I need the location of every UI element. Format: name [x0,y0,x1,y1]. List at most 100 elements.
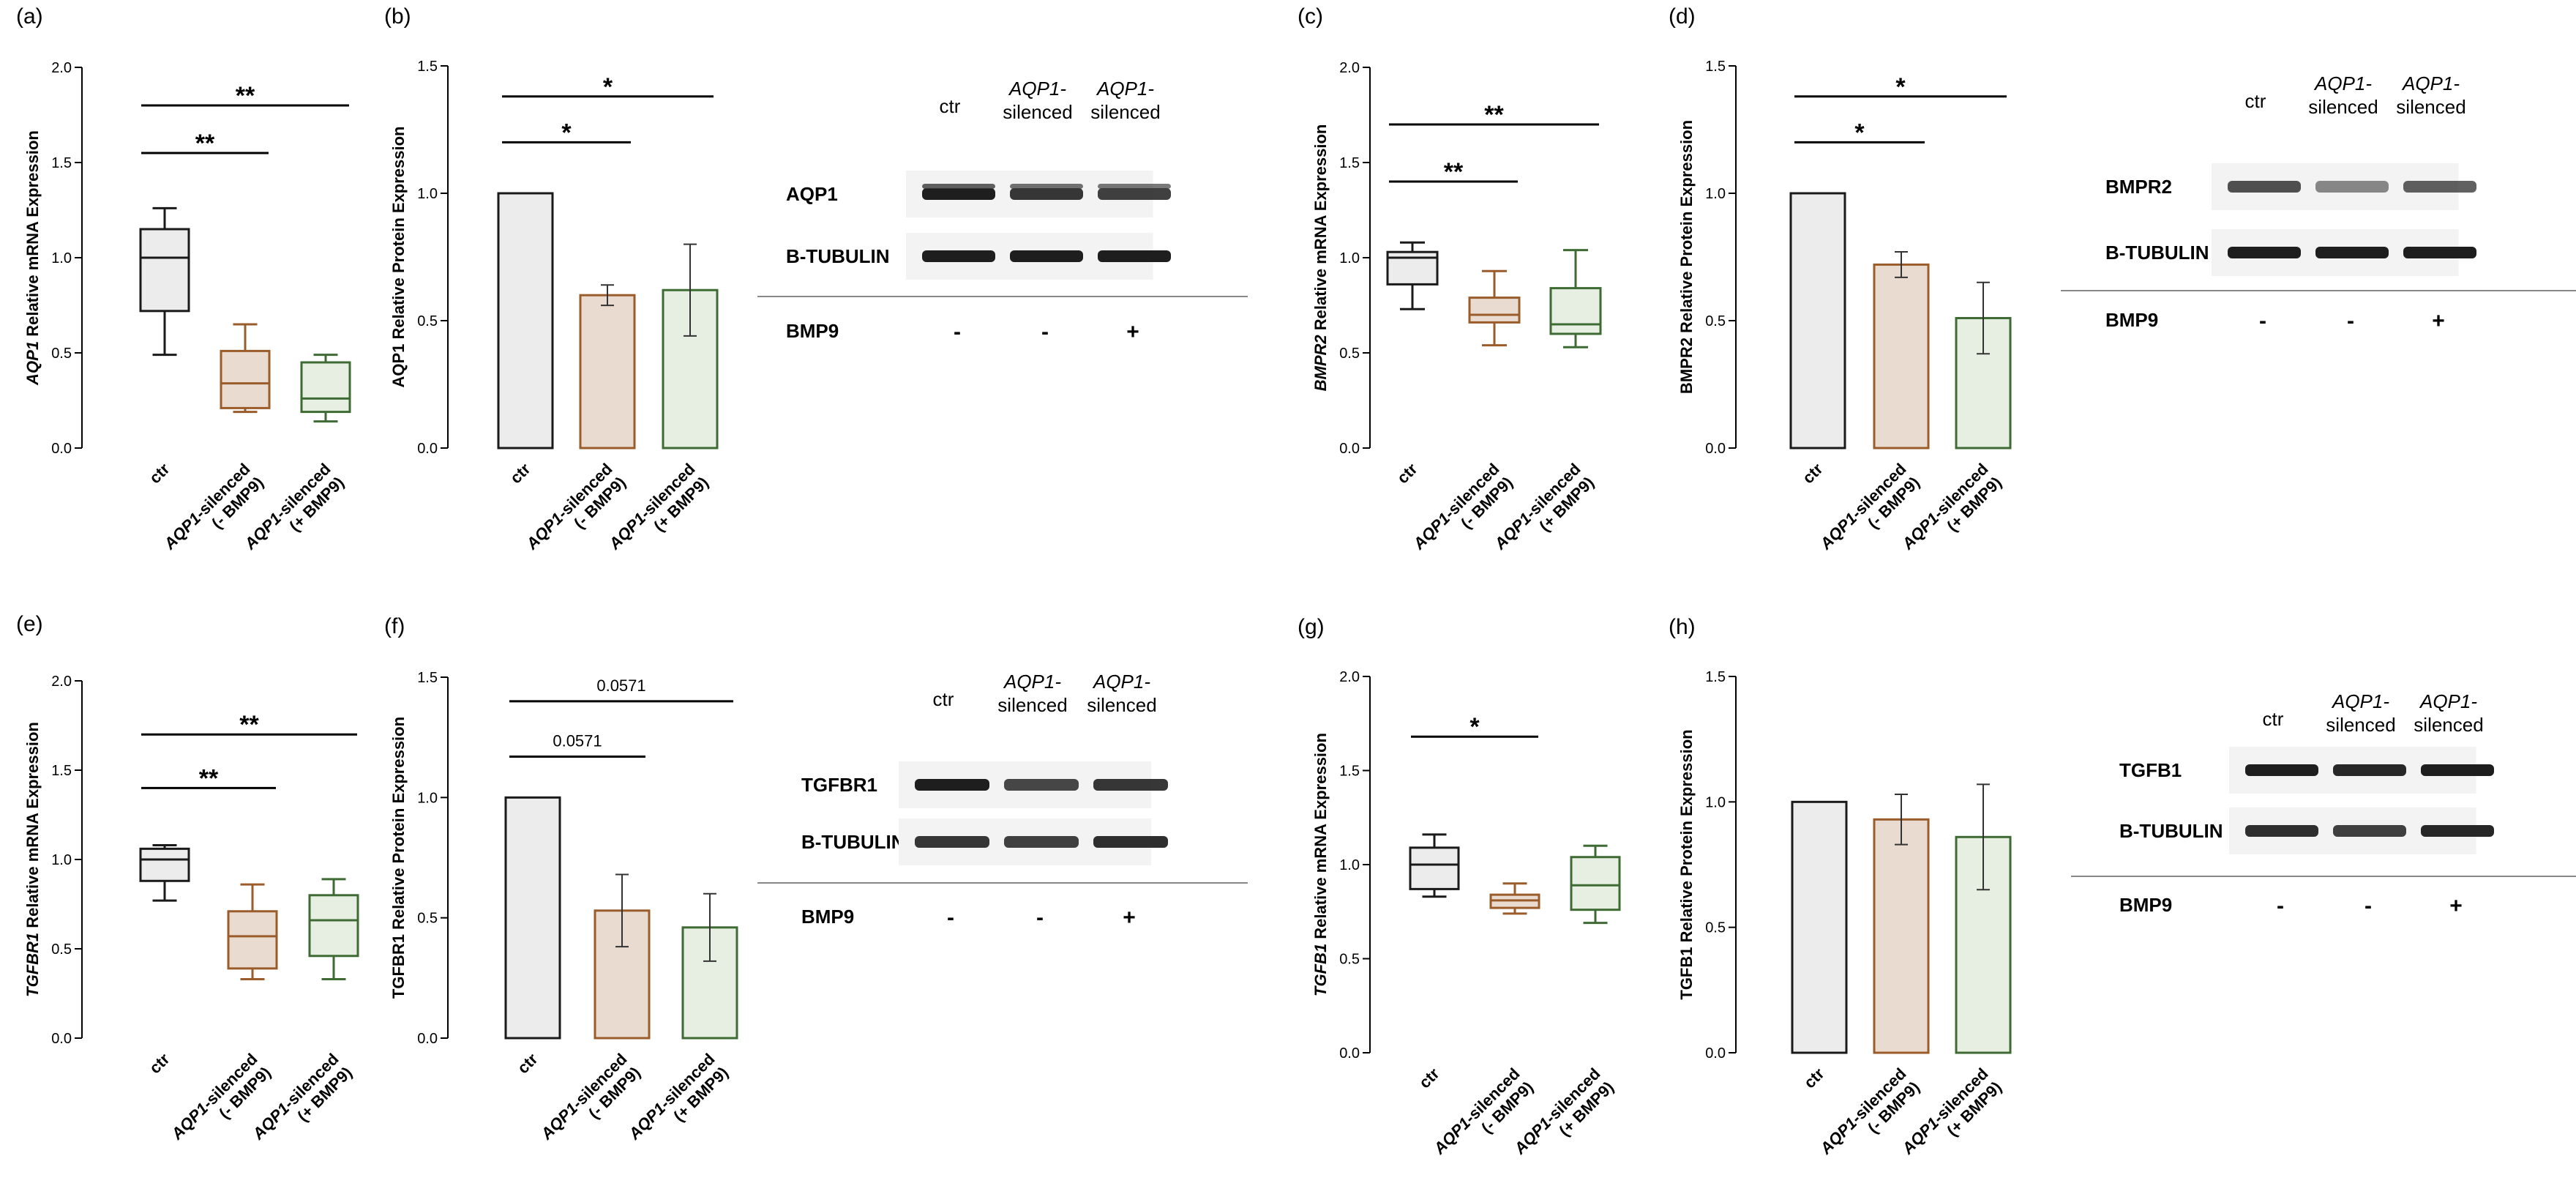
box-plot-0 [139,843,190,902]
blot-lane-header-gene: AQP1- [1096,78,1154,100]
y-tick-label: 1.5 [51,763,72,779]
y-axis-label-text: TGFBR1 Relative Protein Expression [389,717,408,999]
x-tick-label: ctr [514,1050,542,1078]
blot-band-upper [922,184,995,189]
bar-2 [681,892,738,1040]
blot-row-label: B-TUBULIN [2119,820,2223,842]
y-axis-label: AQP1 Relative mRNA Expression [23,130,42,386]
significance-label: * [561,119,572,146]
box-plot-0 [1386,241,1439,310]
blot-band [1010,188,1083,200]
y-tick-label: 2.0 [1339,60,1360,76]
box [139,228,190,313]
blot-lane-header-text: ctr [933,688,954,710]
blot-lane-header-text: silenced [2308,96,2378,118]
blot-treatment-sign: - [2365,894,2372,918]
y-tick-label: 0.0 [51,1031,72,1047]
blot-treatment-sign: - [2277,894,2284,918]
blot-band [1093,836,1168,848]
y-tick-label: 1.5 [51,155,72,171]
box-plot-2 [1549,249,1602,348]
bar [1789,192,1846,450]
significance-label: * [1854,119,1865,146]
blot-lane-header-text: silenced [997,694,1067,716]
blot-row-label: TGFBR1 [801,774,877,796]
blot-band [1098,250,1171,262]
y-tick-label: 0.5 [417,313,438,329]
box [308,894,359,958]
y-tick-label: 1.5 [1705,669,1726,685]
blot-treatment-label: BMP9 [2105,309,2158,331]
y-tick-label: 1.0 [417,186,438,202]
y-tick-label: 1.5 [1339,155,1360,171]
blot-lane-header-text: silenced [1003,101,1072,123]
x-tick-label: AQP1-silenced(+ BMP9) [1898,460,2005,567]
western-blot: ctrAQP1-silencedAQP1-silencedTGFBR1B-TUB… [757,671,1248,930]
y-tick-label: 1.0 [51,852,72,868]
significance-label: ** [199,764,219,792]
blot-band [2315,181,2389,193]
blot-row-label: AQP1 [786,183,838,205]
blot-lane-header-gene: AQP1- [2419,690,2477,712]
panel-label: (f) [384,614,405,638]
blot-lane-header-gene: AQP1- [2313,72,2372,94]
bar [504,796,561,1040]
panel-label: (g) [1298,615,1325,639]
bar [579,294,636,450]
y-tick-label: 0.0 [417,441,438,457]
panel-d: (d) 0.0 0.5 1.0 1.5 BMPR2 Relative Protein Ex… [1669,4,2576,567]
panel-label: (b) [384,4,411,29]
blot-lane-header-gene: AQP1- [1092,671,1150,693]
y-tick-label: 1.0 [1705,186,1726,202]
blot-treatment-sign: + [2449,894,2463,918]
x-tick-label: AQP1-silenced(- BMP9) [536,1050,644,1157]
box [300,361,351,414]
y-axis-label: TGFB1 Relative Protein Expression [1677,729,1696,999]
blot-band-upper [1098,184,1171,189]
box-plot-0 [1409,833,1460,898]
blot-row-label: B-TUBULIN [801,831,905,853]
western-blot: ctrAQP1-silencedAQP1-silencedAQP1B-TUBUL… [757,78,1248,344]
box [227,910,278,970]
box [1468,296,1521,324]
blot-lane-header-text: silenced [1087,694,1156,716]
x-tick-label: AQP1-silenced(+ BMP9) [624,1050,732,1157]
significance-label: ** [1444,158,1464,186]
y-axis-label-gene: TGFB1 [1311,944,1330,996]
bar-1 [1873,794,1930,1054]
y-tick-label: 1.5 [417,59,438,75]
y-tick-label: 1.0 [417,790,438,806]
y-tick-label: 2.0 [51,674,72,690]
bar [681,926,738,1040]
x-tick-label: ctr [146,460,173,488]
x-tick-label: ctr [1800,1064,1828,1092]
x-tick-text: ctr [146,460,173,488]
blot-band [1098,188,1171,200]
blot-band [915,836,989,848]
blot-band [2403,181,2476,193]
blot-band [922,188,995,200]
y-axis-label-text: Relative mRNA Expression [1311,124,1330,335]
blot-treatment-label: BMP9 [2119,894,2172,916]
panel-f: (f) 0.0 0.5 1.0 1.5 TGFBR1 Relative Protein E… [384,614,1248,1157]
significance-label: 0.0571 [553,731,602,750]
y-axis-label-text: AQP1 Relative Protein Expression [389,126,408,387]
blot-band [922,250,995,262]
y-axis-label-text: BMPR2 Relative Protein Expression [1677,120,1696,394]
blot-row-label: TGFB1 [2119,759,2182,781]
bar [1873,818,1930,1054]
bar-1 [594,873,651,1040]
panel-b: (b) 0.0 0.5 1.0 1.5 AQP1 Relative Protein Exp… [384,4,1248,553]
blot-treatment-label: BMP9 [786,320,839,342]
box-plot-0 [139,206,190,357]
y-tick-label: 0.0 [417,1031,438,1047]
blot-treatment-sign: + [1123,906,1136,930]
bar-0 [497,192,554,450]
blot-band [2333,825,2406,837]
panel-label: (c) [1298,4,1323,29]
y-axis-label: TGFBR1 Relative mRNA Expression [23,722,42,997]
y-axis-label: TGFB1 Relative mRNA Expression [1311,733,1330,996]
x-tick-text: ctr [1415,1064,1443,1092]
box-plot-1 [227,883,278,980]
